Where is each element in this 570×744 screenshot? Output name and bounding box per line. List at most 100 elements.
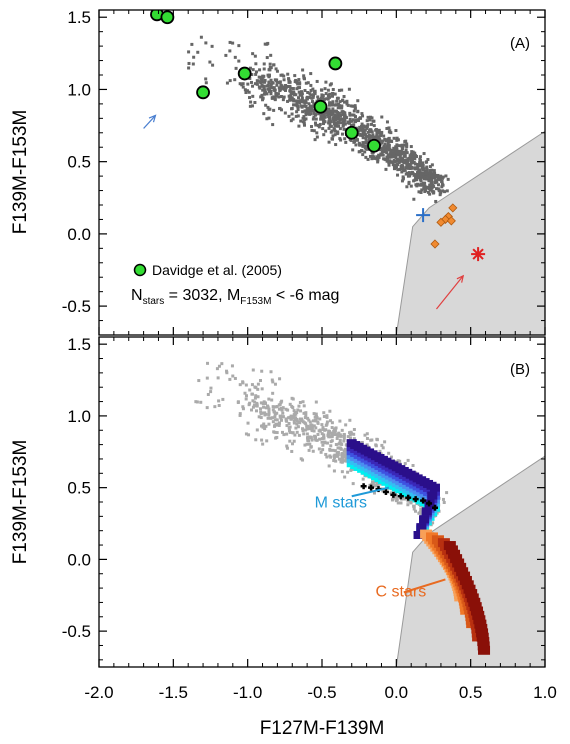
locus-point xyxy=(314,113,318,117)
locus-point xyxy=(261,96,265,100)
locus-point xyxy=(434,199,438,203)
locus-point xyxy=(411,150,415,154)
locus-point xyxy=(338,433,342,437)
locus-point xyxy=(294,114,298,118)
locus-point xyxy=(217,399,221,403)
locus-point xyxy=(344,458,348,462)
locus-point xyxy=(307,418,311,422)
locus-point xyxy=(316,95,320,99)
locus-point xyxy=(330,94,334,98)
x-tick-label: 0.0 xyxy=(385,683,409,702)
locus-point xyxy=(372,491,376,495)
locus-point xyxy=(403,154,407,158)
locus-point xyxy=(194,400,198,404)
locus-point xyxy=(313,415,317,419)
locus-point xyxy=(379,482,383,486)
locus-point xyxy=(327,435,331,439)
y-tick-label: 1.5 xyxy=(67,8,91,27)
locus-point xyxy=(375,135,379,139)
locus-point xyxy=(333,449,337,453)
locus-point xyxy=(297,78,301,82)
locus-point xyxy=(304,99,308,103)
locus-point xyxy=(333,427,337,431)
locus-point xyxy=(312,93,316,97)
locus-point xyxy=(434,173,438,177)
locus-point xyxy=(279,83,283,87)
panel-tag: (A) xyxy=(510,35,530,52)
locus-point xyxy=(363,125,367,129)
locus-point xyxy=(342,459,346,463)
locus-point xyxy=(288,425,292,429)
locus-point xyxy=(248,104,252,108)
locus-point xyxy=(369,122,373,126)
locus-point xyxy=(292,439,296,443)
locus-point xyxy=(349,138,353,142)
locus-point xyxy=(314,400,318,404)
locus-point xyxy=(301,400,305,404)
locus-point xyxy=(343,111,347,115)
locus-point xyxy=(338,438,342,442)
locus-point xyxy=(343,475,347,479)
locus-point xyxy=(298,93,302,97)
locus-point xyxy=(262,112,266,116)
locus-point xyxy=(267,80,271,84)
locus-point xyxy=(319,115,323,119)
m-stars-label: M stars xyxy=(315,495,367,512)
locus-point xyxy=(263,91,267,95)
locus-point xyxy=(330,439,334,443)
locus-point xyxy=(274,67,278,71)
locus-point xyxy=(262,67,266,71)
locus-point xyxy=(346,121,350,125)
locus-point xyxy=(387,136,391,140)
locus-point xyxy=(351,148,355,152)
locus-point xyxy=(350,119,354,123)
locus-point xyxy=(331,100,335,104)
locus-point xyxy=(285,446,289,450)
locus-point xyxy=(238,413,242,417)
locus-point xyxy=(272,108,276,112)
locus-point xyxy=(340,452,344,456)
locus-point xyxy=(313,434,317,438)
locus-point xyxy=(255,402,259,406)
locus-point xyxy=(412,155,416,159)
locus-point xyxy=(260,369,264,373)
locus-point xyxy=(292,98,296,102)
locus-point xyxy=(419,190,423,194)
locus-point xyxy=(340,88,344,92)
locus-point xyxy=(348,436,352,440)
locus-point xyxy=(244,91,248,95)
locus-point xyxy=(328,83,332,87)
locus-point xyxy=(411,171,415,175)
locus-point xyxy=(265,117,269,121)
locus-point xyxy=(391,152,395,156)
locus-point xyxy=(349,123,353,127)
locus-point xyxy=(294,412,298,416)
locus-point xyxy=(410,160,414,164)
locus-point xyxy=(290,107,294,111)
locus-point xyxy=(436,177,440,181)
orange-point xyxy=(448,203,458,213)
locus-point xyxy=(389,150,393,154)
locus-point xyxy=(331,102,335,106)
locus-point xyxy=(385,155,389,159)
locus-point xyxy=(332,456,336,460)
locus-point xyxy=(376,160,380,164)
c-star-model xyxy=(478,645,491,655)
locus-point xyxy=(336,450,340,454)
locus-point xyxy=(379,452,383,456)
locus-point xyxy=(361,477,365,481)
locus-point xyxy=(365,134,369,138)
locus-point xyxy=(288,439,292,443)
locus-point xyxy=(297,90,301,94)
locus-point xyxy=(292,415,296,419)
locus-point xyxy=(310,128,314,132)
locus-point xyxy=(301,68,305,72)
locus-point xyxy=(343,122,347,126)
locus-point xyxy=(333,92,337,96)
locus-point xyxy=(339,434,343,438)
locus-point xyxy=(261,423,265,427)
locus-point xyxy=(268,87,272,91)
locus-point xyxy=(388,159,392,163)
locus-point xyxy=(315,438,319,442)
locus-point xyxy=(341,120,345,124)
